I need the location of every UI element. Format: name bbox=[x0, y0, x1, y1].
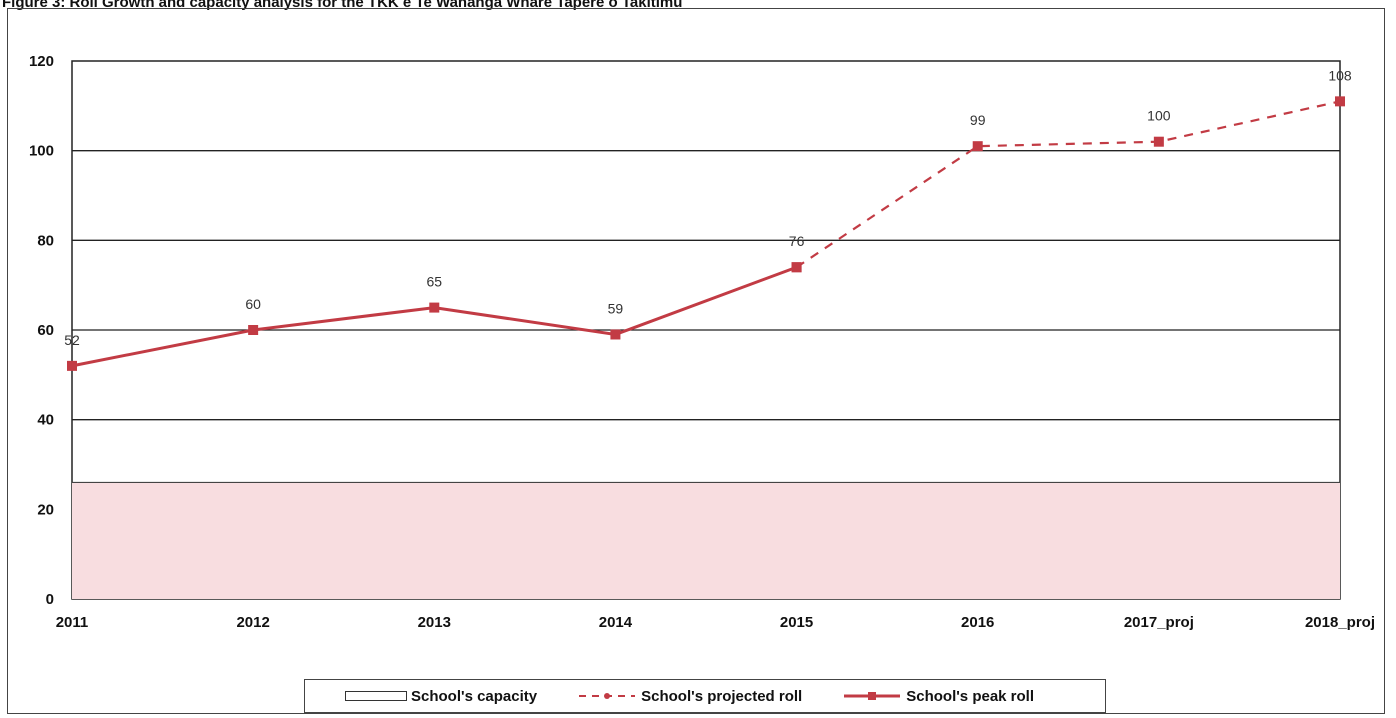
y-tick-label-20: 20 bbox=[37, 501, 54, 518]
capacity-area bbox=[72, 481, 1340, 599]
projected-point-2018_proj bbox=[1335, 96, 1345, 107]
y-tick-label-40: 40 bbox=[37, 412, 54, 429]
series-lines bbox=[71, 100, 1341, 368]
x-tick-label-2011: 2011 bbox=[56, 614, 89, 631]
x-tick-label-2013: 2013 bbox=[418, 614, 451, 631]
x-axis-ticks: 2011 2012 2013 2014 2015 2016 2017_proj 2018_pr… bbox=[56, 614, 1375, 631]
data-label-2011: 52 bbox=[64, 332, 80, 348]
x-tick-label-2018_proj: 2018_proj bbox=[1305, 614, 1375, 631]
data-label-2016: 99 bbox=[970, 112, 986, 128]
capacity-area-fill bbox=[72, 482, 1340, 599]
projected-point-2017_proj bbox=[1153, 136, 1164, 147]
y-tick-label-80: 80 bbox=[37, 232, 54, 249]
legend-item-capacity: School's capacity bbox=[345, 688, 537, 705]
projected-point-2016 bbox=[972, 141, 983, 152]
chart-frame: 0 20 40 60 80 100 120 2011 2012 2013 2014 2015 2016… bbox=[7, 8, 1385, 714]
x-tick-label-2012: 2012 bbox=[236, 614, 269, 631]
x-tick-label-2017_proj: 2017_proj bbox=[1124, 614, 1194, 631]
peak-point-2012 bbox=[248, 325, 259, 335]
data-label-2014: 59 bbox=[608, 300, 624, 316]
peak-point-2014 bbox=[610, 329, 621, 340]
projected-point-2015 bbox=[791, 262, 802, 273]
y-axis-ticks: 0 20 40 60 80 100 120 bbox=[29, 53, 54, 608]
legend-projected-label: School's projected roll bbox=[641, 687, 803, 705]
data-label-2015: 76 bbox=[789, 233, 805, 249]
legend-item-projected: School's projected roll bbox=[577, 688, 802, 705]
x-tick-label-2014: 2014 bbox=[599, 614, 633, 631]
figure-caption: Figure 3: Roll Growth and capacity analy… bbox=[2, 0, 683, 11]
x-tick-label-2016: 2016 bbox=[961, 614, 994, 631]
legend: School's capacity School's projected rol… bbox=[304, 679, 1106, 713]
data-labels: 52 60 65 59 76 99 100 108 bbox=[64, 67, 1352, 348]
legend-item-peak: School's peak roll bbox=[842, 688, 1034, 705]
y-tick-label-0: 0 bbox=[46, 591, 54, 608]
y-tick-label-60: 60 bbox=[37, 322, 54, 339]
line-chart: 0 20 40 60 80 100 120 2011 2012 2013 2014 2015 2016… bbox=[29, 53, 1375, 631]
legend-capacity-label: School's capacity bbox=[411, 687, 538, 705]
legend-capacity-swatch bbox=[345, 691, 407, 701]
y-tick-label-100: 100 bbox=[29, 143, 54, 160]
data-label-2013: 65 bbox=[426, 274, 442, 290]
y-tick-label-120: 120 bbox=[29, 53, 54, 70]
data-label-2012: 60 bbox=[245, 296, 261, 312]
projected-roll-line bbox=[795, 100, 1341, 269]
peak-point-2011 bbox=[67, 360, 77, 371]
legend-peak-label: School's peak roll bbox=[906, 687, 1035, 705]
peak-point-2013 bbox=[429, 302, 440, 313]
x-tick-label-2015: 2015 bbox=[780, 614, 813, 631]
legend-projected-swatch bbox=[579, 693, 636, 699]
data-label-2018_proj: 108 bbox=[1328, 67, 1352, 83]
legend-peak-swatch bbox=[844, 692, 901, 700]
series-points bbox=[67, 96, 1345, 371]
data-label-2017_proj: 100 bbox=[1147, 108, 1171, 124]
